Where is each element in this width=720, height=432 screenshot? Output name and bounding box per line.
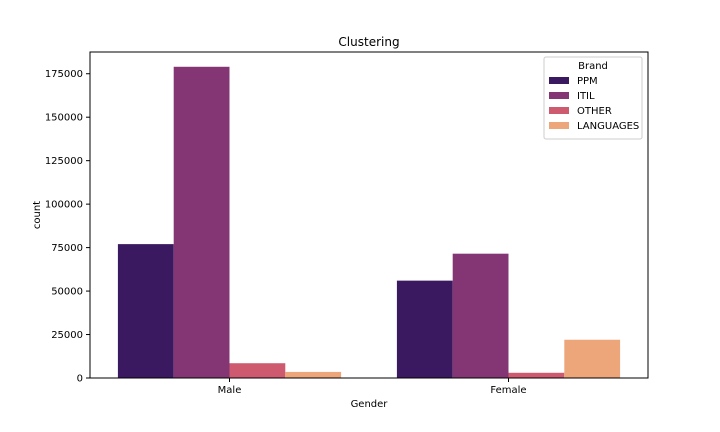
legend-swatch-itil bbox=[549, 92, 569, 99]
bar-other-male bbox=[229, 363, 286, 378]
y-tick-label: 175000 bbox=[45, 69, 83, 80]
bar-languages-female bbox=[564, 339, 621, 378]
bar-ppm-male bbox=[117, 244, 174, 378]
legend-swatch-languages bbox=[549, 122, 569, 129]
x-tick-label: Male bbox=[218, 385, 242, 396]
y-tick-label: 0 bbox=[77, 374, 83, 385]
legend-title: Brand bbox=[578, 61, 608, 72]
legend-items: PPM ITIL OTHER LANGUAGES bbox=[549, 76, 639, 132]
x-tick-label: Female bbox=[490, 385, 526, 396]
y-tick-label: 100000 bbox=[45, 200, 83, 211]
y-axis-label: count bbox=[32, 201, 43, 229]
legend-label-ppm: PPM bbox=[577, 76, 598, 87]
bar-ppm-female bbox=[396, 280, 453, 378]
bar-itil-female bbox=[452, 253, 509, 378]
y-tick-label: 150000 bbox=[45, 113, 83, 124]
bar-itil-male bbox=[173, 66, 230, 379]
plot-frame bbox=[89, 51, 649, 379]
y-tick-label: 125000 bbox=[45, 156, 83, 167]
chart-title: Clustering bbox=[338, 35, 399, 49]
x-axis: Male Female bbox=[218, 378, 527, 396]
legend-label-languages: LANGUAGES bbox=[577, 121, 639, 132]
bar-languages-male bbox=[285, 371, 342, 378]
y-tick-label: 25000 bbox=[51, 330, 83, 341]
bar-other-female bbox=[508, 372, 565, 378]
y-tick-label: 75000 bbox=[51, 243, 83, 254]
x-axis-label: Gender bbox=[351, 399, 389, 410]
legend-label-other: OTHER bbox=[577, 106, 612, 117]
plot-area bbox=[117, 66, 621, 379]
y-axis: 0 25000 50000 75000 100000 125000 150000 175000 bbox=[45, 69, 90, 385]
legend: Brand PPM ITIL OTHER LANGUAGES bbox=[543, 56, 643, 140]
legend-label-itil: ITIL bbox=[577, 91, 595, 102]
y-tick-label: 50000 bbox=[51, 287, 83, 298]
legend-swatch-ppm bbox=[549, 77, 569, 84]
legend-swatch-other bbox=[549, 107, 569, 114]
